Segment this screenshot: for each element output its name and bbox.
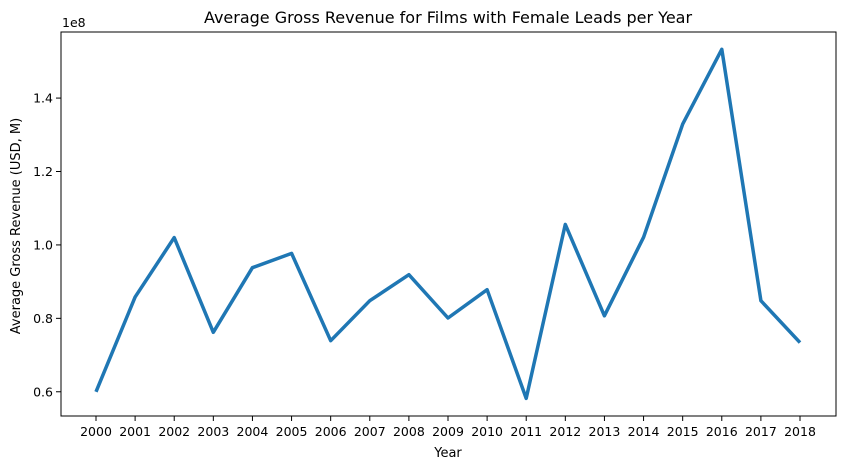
y-tick-label: 0.6 [33, 384, 53, 399]
x-tick-label: 2012 [549, 424, 581, 439]
x-tick-label: 2018 [784, 424, 816, 439]
x-tick-label: 2017 [745, 424, 777, 439]
x-tick-label: 2002 [158, 424, 190, 439]
x-tick-label: 2005 [276, 424, 308, 439]
x-tick-label: 2011 [510, 424, 542, 439]
y-tick-label: 1.2 [33, 164, 53, 179]
x-tick-label: 2000 [80, 424, 112, 439]
x-tick-label: 2009 [432, 424, 464, 439]
y-axis-offset-label: 1e8 [62, 15, 86, 30]
x-tick-label: 2004 [237, 424, 269, 439]
x-tick-label: 2016 [706, 424, 738, 439]
series-layer [94, 47, 802, 401]
x-tick-label: 2010 [471, 424, 503, 439]
x-tick-label: 2013 [589, 424, 621, 439]
chart-title: Average Gross Revenue for Films with Fem… [204, 8, 693, 27]
x-tick-label: 2015 [667, 424, 699, 439]
x-axis-ticks: 2000 2001 2002 2003 2004 2005 2006 2007 2008 2009… [80, 416, 816, 439]
y-tick-label: 0.8 [33, 311, 53, 326]
y-axis-label: Average Gross Revenue (USD, M) [9, 118, 24, 334]
x-tick-label: 2014 [628, 424, 660, 439]
x-tick-label: 2003 [197, 424, 229, 439]
y-tick-label: 1.4 [33, 91, 53, 106]
x-tick-label: 2008 [393, 424, 425, 439]
series-line [94, 47, 802, 401]
plot-area-frame [60, 31, 837, 417]
y-axis-ticks: 0.6 0.8 1.0 1.2 1.4 [33, 91, 61, 399]
y-tick-label: 1.0 [33, 237, 53, 252]
x-tick-label: 2006 [315, 424, 347, 439]
x-tick-label: 2007 [354, 424, 386, 439]
x-tick-label: 2001 [119, 424, 151, 439]
x-axis-label: Year [433, 446, 462, 461]
